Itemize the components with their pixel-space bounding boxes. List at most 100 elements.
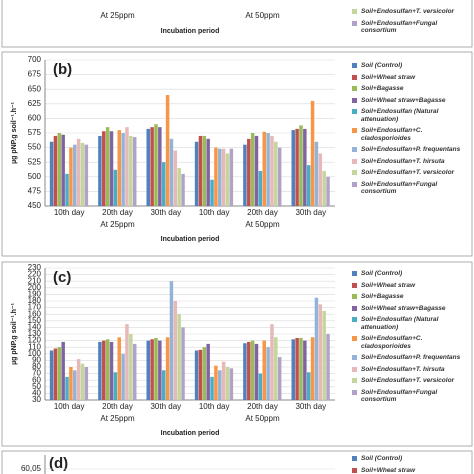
legend-swatch [352,294,357,299]
panel-frame [1,450,473,474]
bar [214,365,218,400]
legend-swatch [352,74,357,80]
legend: Soil (Control) Soil+Wheat straw [352,455,470,474]
legend-swatch [352,170,357,175]
bar [150,339,154,400]
y-tick-label: 230 [28,263,42,272]
bar [326,334,330,400]
y-tick-label: 180 [28,296,42,305]
chart-title: (c) [53,269,71,286]
y-tick-label: 475 [28,187,42,196]
legend-swatch [352,158,357,164]
chart-title: (d) [49,455,68,472]
bar [129,334,133,400]
bar [254,343,259,400]
x-axis-label: Incubation period [161,28,220,35]
legend-label: Soil+Endosulfan+T. hirsuta [361,157,445,165]
y-tick-label: 160 [28,309,42,318]
legend-label: Soil+Endosulfan+P. frequentans [361,146,461,153]
bar [109,341,114,400]
legend-label: Soil+Endosulfan (Natural attenuation) [361,316,439,331]
group-label: At 50ppm [245,11,280,20]
bar [113,372,118,400]
bar [84,144,89,206]
legend-item: Soil+Endosulfan (Natural attenuation) [352,108,470,123]
x-tick-label: 20th day [247,402,278,411]
x-tick-label: 30th day [295,208,326,217]
bar [173,150,178,206]
bar [117,337,121,400]
legend-swatch [352,336,357,341]
bar [102,340,106,400]
bar [314,297,319,400]
legend-item: Soil+Wheat straw [352,467,470,474]
bar [306,372,311,400]
bar [177,168,181,206]
bar [121,353,125,400]
bar [218,148,222,206]
bar [169,138,174,206]
legend-swatch [352,128,357,133]
y-tick-label: 200 [28,283,42,292]
y-tick-label: 100 [28,349,42,358]
bar [98,341,102,400]
legend: Soil (Control) Soil+Wheat straw Soil+Bagas… [352,270,470,408]
bar [173,301,178,400]
bar [322,310,326,400]
legend-item: Soil+Endosulfan+T. versicolor [352,377,470,385]
panel-frame [1,0,473,48]
legend-label: Soil+Endosulfan+Fungal consortium [361,180,438,196]
legend-label: Soil+Wheat straw [361,281,415,289]
y-tick-label: 550 [28,143,42,152]
y-tick-label: 210 [28,276,42,285]
bar [274,141,278,206]
bar [132,343,137,400]
y-tick-label: 600 [28,114,42,123]
legend-label: Soil+Endosulfan (Natural attenuation) [361,108,439,123]
y-tick-label: 220 [28,270,42,279]
bar [206,343,210,400]
legend-swatch [352,20,357,26]
legend-item: Soil+Endosulfan+C. cladosporioides [352,127,470,142]
bar [221,148,226,206]
legend-item: Soil+Bagasse [352,293,470,301]
y-tick-label: 140 [28,323,42,332]
legend-label: Soil (Control) [361,455,403,462]
bar [310,100,315,206]
legend-item: Soil+Wheat straw+Bagasse [352,97,470,105]
bar [154,124,158,206]
legend-item: Soil+Endosulfan+T. hirsuta [352,158,470,166]
bar [161,370,166,400]
legend-swatch [352,63,357,68]
legend-swatch [352,366,357,372]
legend-label: Soil+Endosulfan+T. versicolor [361,169,455,176]
bar [202,347,207,400]
y-tick-label: 525 [28,157,42,166]
bar [150,127,154,206]
bar [270,135,274,206]
y-tick-label: 80 [32,362,41,371]
bar [165,95,170,206]
y-tick-label: 625 [28,99,42,108]
x-tick-label: 30th day [150,402,181,411]
legend-item: Soil+Wheat straw [352,74,470,82]
group-label: At 25ppm [100,220,135,229]
legend-swatch [352,9,357,14]
y-tick-label: 500 [28,172,42,181]
bar [277,147,282,206]
x-axis-label: Incubation period [161,430,220,437]
bar [76,138,81,206]
bar [198,349,203,400]
group-label: At 25ppm [100,414,135,423]
y-tick-label: 50 [32,382,41,391]
bar [49,350,54,400]
bar [65,173,69,206]
legend-item: Soil+Endosulfan+Fungal consortium [352,20,470,35]
panel-frame [1,51,473,257]
bar [202,135,207,206]
bar [247,138,251,206]
legend-item: Soil+Endosulfan+P. frequentans [352,146,470,154]
bar [132,137,137,206]
